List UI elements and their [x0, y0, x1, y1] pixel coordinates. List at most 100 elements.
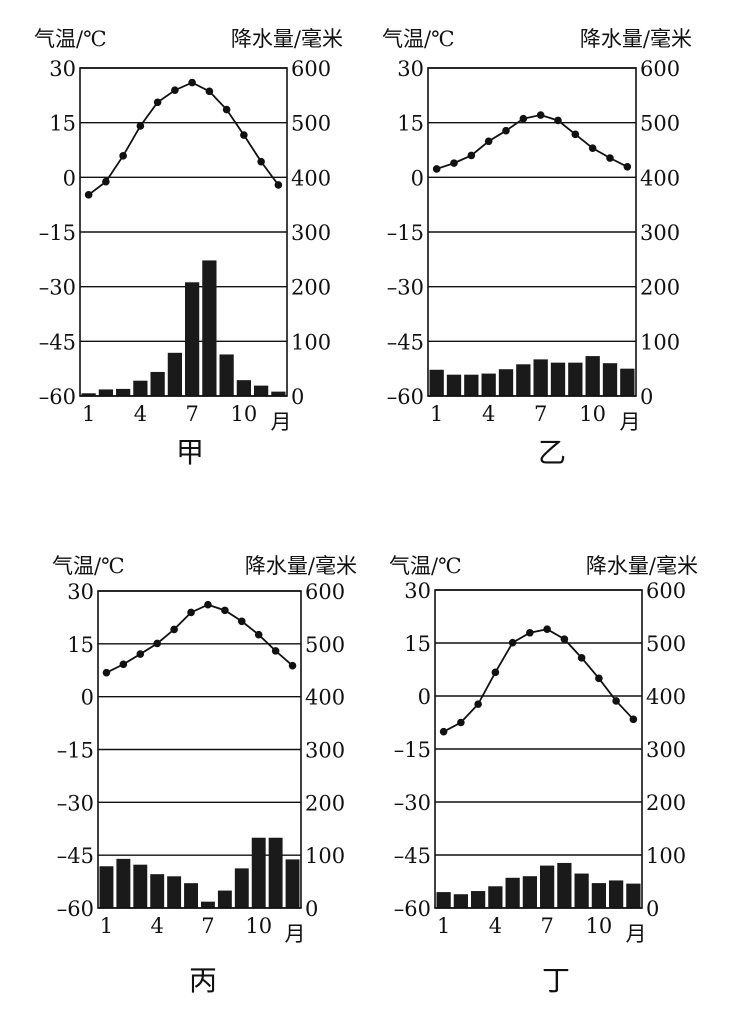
precip-axis-title: 降水量/毫米 [245, 554, 357, 578]
temp-tick-label: 15 [67, 633, 94, 657]
precip-bar [620, 368, 635, 396]
precip-bar [429, 369, 444, 396]
temperature-point [257, 157, 265, 166]
temperature-point [221, 606, 229, 615]
temperature-point [136, 122, 145, 130]
precip-tick-label: 400 [305, 686, 345, 710]
temperature-point [439, 727, 448, 736]
precip-axis-title: 降水量/毫米 [586, 554, 698, 578]
climate-chart-3: 30 600 15 500 0 400 –15 300 –30 200 –45 100 –60 0 气温/℃… [52, 554, 357, 997]
plot-frame [97, 590, 302, 909]
temperature-point [119, 152, 127, 160]
precip-axis-title: 降水量/毫米 [231, 27, 343, 51]
precip-tick-label: 200 [646, 791, 686, 815]
temp-axis-title: 气温/℃ [34, 27, 107, 51]
precip-bar [591, 883, 606, 908]
precip-bar [81, 393, 96, 396]
precip-bar [133, 864, 148, 908]
temperature-point [222, 105, 231, 114]
temperature-point [450, 159, 458, 167]
temperature-point [170, 625, 178, 634]
precip-bar [150, 371, 165, 396]
temp-tick-label: 30 [67, 580, 94, 604]
precip-tick-label: 200 [291, 276, 331, 300]
precip-bar [271, 391, 286, 396]
temp-tick-label: –15 [57, 739, 94, 763]
temp-axis-title: 气温/℃ [52, 554, 125, 578]
temp-tick-label: –30 [387, 276, 424, 300]
precip-bar [234, 868, 249, 908]
precip-bar [254, 385, 269, 396]
temperature-point [543, 625, 551, 634]
precip-tick-label: 400 [640, 166, 680, 190]
temp-tick-label: 30 [49, 57, 76, 81]
month-tick-label: 1 [430, 402, 443, 426]
plot-frame [434, 589, 643, 909]
temp-tick-label: 0 [63, 166, 76, 190]
precip-tick-label: 500 [305, 633, 345, 657]
temp-tick-label: –45 [387, 330, 424, 354]
temp-tick-label: –30 [394, 791, 431, 815]
precip-bar [516, 364, 531, 396]
temperature-point [153, 98, 162, 107]
month-tick-label: 7 [201, 914, 214, 938]
temperature-point [606, 154, 614, 162]
climate-chart-2: 30 600 15 500 0 400 –15 300 –30 200 –45 100 –60 0 气温/℃… [382, 27, 692, 469]
precip-tick-label: 600 [640, 57, 680, 81]
chart-caption: 甲 [176, 436, 204, 469]
climate-chart-4: 30 600 15 500 0 400 –15 300 –30 200 –45 100 –60 0 气温/℃… [389, 554, 698, 997]
temp-tick-label: –15 [387, 221, 424, 245]
temperature-point [623, 162, 632, 171]
temperature-point [484, 137, 493, 146]
precip-tick-label: 100 [640, 330, 680, 354]
precip-tick-label: 200 [640, 276, 680, 300]
temperature-point [102, 177, 110, 186]
precip-tick-label: 200 [305, 791, 345, 815]
precip-bar [488, 886, 503, 908]
precip-tick-label: 100 [305, 844, 345, 868]
precip-bar [185, 282, 200, 396]
precip-bar [436, 892, 451, 908]
precip-bar [285, 859, 300, 908]
precip-bar [167, 352, 182, 396]
climate-chart-1: 30 600 15 500 0 400 –15 300 –30 200 –45 100 –60 0 气温/℃… [34, 27, 343, 469]
precip-bar [116, 858, 131, 908]
temperature-point [577, 654, 586, 662]
precip-bar [167, 876, 182, 908]
precip-bar [446, 374, 462, 396]
precip-bar [533, 359, 548, 396]
precip-bar [219, 354, 234, 396]
month-tick-label: 7 [534, 402, 547, 426]
precip-tick-label: 600 [305, 580, 345, 604]
temperature-point [271, 647, 280, 655]
precip-bar [609, 880, 624, 908]
precip-bar [574, 873, 589, 908]
temp-tick-label: 0 [411, 166, 424, 190]
precip-tick-label: 600 [646, 579, 686, 603]
temperature-point [474, 700, 482, 708]
temperature-point [187, 608, 195, 617]
temp-tick-label: –15 [394, 738, 431, 762]
temp-tick-label: 15 [49, 112, 76, 136]
temp-tick-label: 0 [81, 686, 94, 710]
temperature-point [502, 126, 510, 135]
precip-bar [236, 380, 251, 396]
temp-tick-label: 0 [418, 685, 431, 709]
temperature-point [188, 78, 196, 87]
precip-tick-label: 400 [291, 166, 331, 190]
precip-bar [98, 389, 113, 396]
chart-caption: 丁 [542, 964, 570, 997]
temp-tick-label: 15 [397, 112, 424, 136]
temperature-point [254, 630, 263, 639]
temperature-point [588, 144, 597, 152]
precip-bar [568, 362, 583, 396]
precip-bar [550, 362, 566, 396]
precip-bar [201, 901, 215, 908]
precip-bar [268, 837, 283, 908]
temperature-point [171, 86, 179, 95]
precip-tick-label: 100 [646, 844, 686, 868]
temperature-point [526, 628, 534, 637]
temperature-point [153, 639, 162, 648]
month-tick-label: 1 [82, 402, 95, 426]
